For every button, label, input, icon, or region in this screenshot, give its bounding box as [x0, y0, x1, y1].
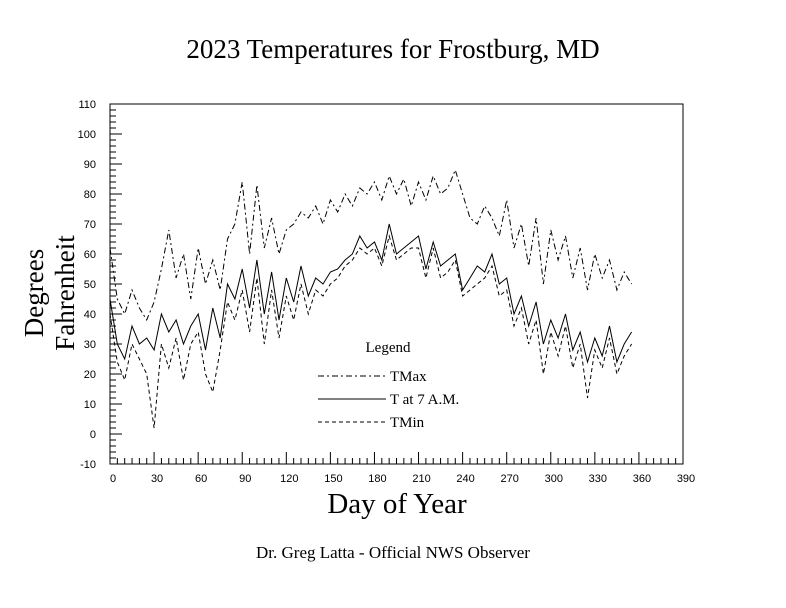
- y-tick-label: 40: [84, 309, 96, 321]
- y-tick-label: 50: [84, 279, 96, 291]
- x-tick-label: 60: [195, 473, 207, 485]
- y-tick-label: 0: [90, 429, 96, 441]
- x-tick-label: 0: [110, 473, 116, 485]
- series-line: [109, 234, 633, 429]
- y-tick-label: 80: [84, 189, 96, 201]
- x-tick-label: 390: [677, 473, 695, 485]
- legend: Legend TMax T at 7 A.M. TMin: [318, 340, 459, 431]
- x-tick-label: 180: [368, 473, 386, 485]
- y-tick-label: -10: [80, 459, 96, 471]
- legend-title: Legend: [366, 340, 411, 356]
- y-tick-label: 20: [84, 369, 96, 381]
- x-tick-label: 240: [456, 473, 474, 485]
- x-tick-label: 30: [151, 473, 163, 485]
- y-tick-label: 60: [84, 249, 96, 261]
- x-tick-label: 360: [633, 473, 651, 485]
- chart-title: 2023 Temperatures for Frostburg, MD: [186, 34, 600, 64]
- legend-entry-label: T at 7 A.M.: [390, 392, 459, 408]
- x-tick-label: 120: [280, 473, 298, 485]
- footer-credit: Dr. Greg Latta - Official NWS Observer: [256, 543, 530, 562]
- x-tick-label: 210: [412, 473, 430, 485]
- x-axis-label: Day of Year: [327, 488, 467, 520]
- plot-frame: [109, 103, 684, 465]
- x-tick-label: 150: [324, 473, 342, 485]
- series-line: [109, 168, 633, 322]
- y-tick-label: 90: [84, 159, 96, 171]
- axes: -10 0 10 20 30 40 50 60 70 80 90 100 110 0 30 60 90 120 15…: [78, 99, 696, 485]
- legend-entry-label: TMax: [390, 369, 427, 385]
- y-tick-label: 110: [78, 99, 96, 111]
- x-tick-label: 90: [239, 473, 251, 485]
- series-line: [109, 223, 633, 364]
- y-tick-label: 10: [84, 399, 96, 411]
- x-tick-label: 330: [589, 473, 607, 485]
- y-tick-label: 70: [84, 219, 96, 231]
- legend-entry-label: TMin: [390, 415, 425, 431]
- data-lines: [109, 168, 633, 429]
- y-tick-label: 100: [78, 129, 96, 141]
- x-tick-label: 300: [545, 473, 563, 485]
- x-tick-label: 270: [501, 473, 519, 485]
- y-tick-label: 30: [84, 339, 96, 351]
